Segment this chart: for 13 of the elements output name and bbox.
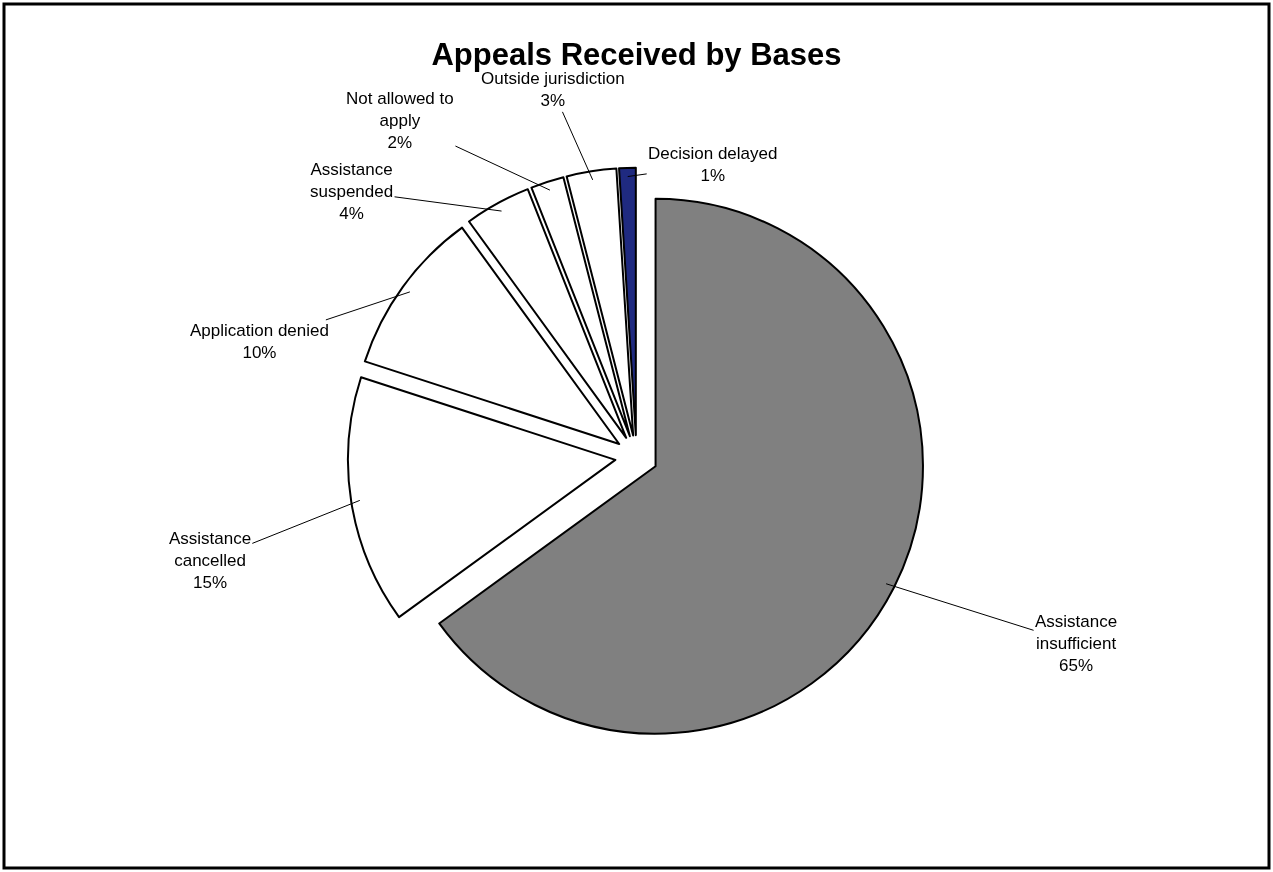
slice-label: Decision delayed — [648, 144, 778, 163]
data-label: 3% — [540, 91, 566, 111]
slice-label: Not allowed to apply — [346, 89, 454, 131]
slice-label: Application denied — [190, 321, 329, 340]
data-label: 4% — [339, 204, 364, 224]
data-label: 10% — [242, 343, 277, 363]
data-label: 1% — [700, 166, 726, 186]
data-label: 65% — [1059, 656, 1094, 676]
data-label: 15% — [193, 573, 228, 593]
slice-label: Assistance insufficient — [1035, 612, 1118, 654]
slice-label: Assistance suspended — [310, 160, 394, 202]
slice-label: Assistance cancelled — [169, 529, 252, 571]
data-label: 2% — [387, 133, 413, 153]
